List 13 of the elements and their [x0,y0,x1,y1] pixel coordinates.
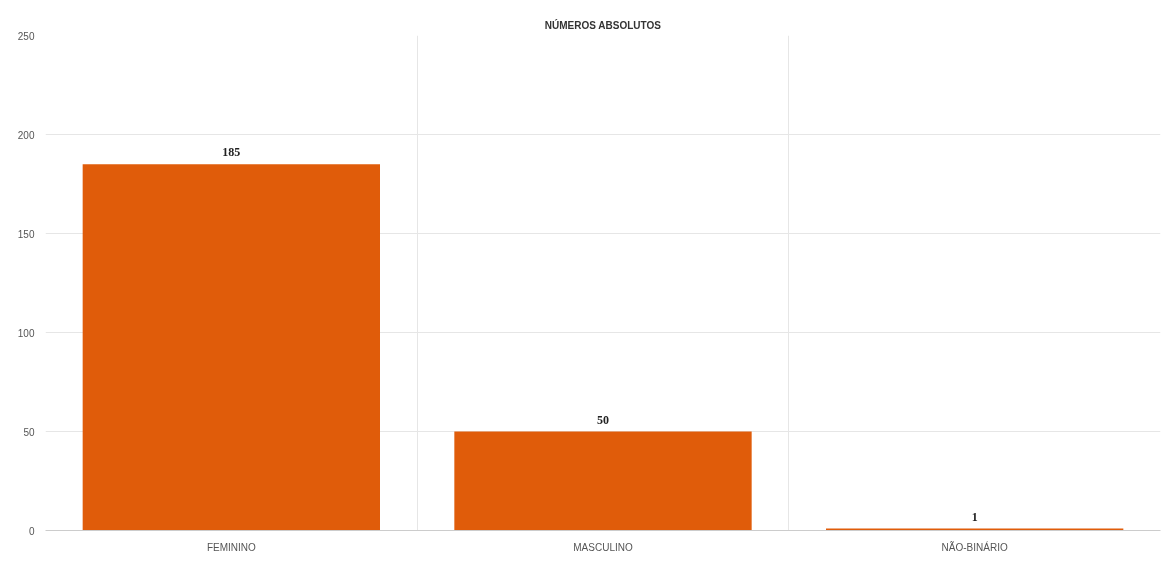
data-label: 185 [222,145,241,160]
data-label: 1 [971,509,978,524]
y-tick-label: 250 [17,30,35,42]
data-label: 50 [597,412,609,427]
x-tick-label: MASCULINO [573,541,633,553]
x-tick-label: NÃO-BINÁRIO [941,540,1008,553]
y-tick-label: 100 [17,327,35,339]
x-tick-label: FEMININO [206,541,256,553]
y-tick-label: 0 [28,525,35,537]
y-tick-label: 200 [17,129,35,141]
y-tick-label: 150 [17,228,35,240]
chart-title: NÚMEROS ABSOLUTOS [544,18,662,31]
y-tick-label: 50 [23,426,35,438]
